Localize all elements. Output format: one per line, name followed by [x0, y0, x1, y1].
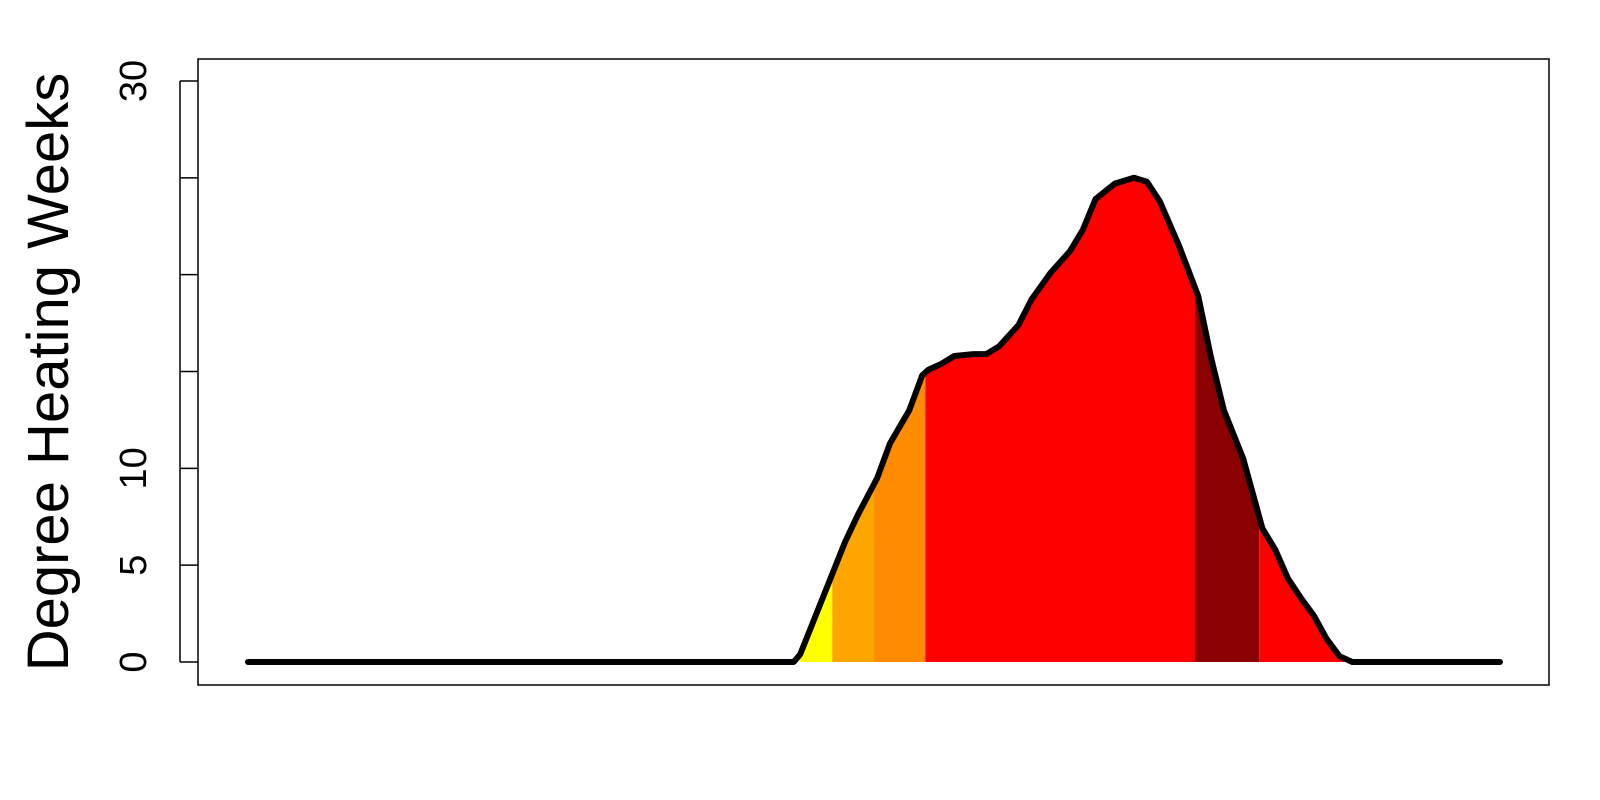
heat-band-5	[1259, 177, 1353, 662]
heat-bands	[800, 177, 1456, 662]
heat-band-8	[1416, 177, 1456, 662]
y-tick-label-10: 10	[113, 447, 155, 489]
heat-band-1	[832, 177, 874, 662]
heat-band-2	[874, 177, 926, 662]
heat-band-6	[1352, 177, 1385, 662]
y-axis-ticks	[180, 80, 198, 663]
y-axis-title: Degree Heating Weeks	[16, 73, 81, 672]
y-axis-tick-labels: 0 5 10 30	[113, 60, 155, 673]
series-line	[245, 174, 1503, 665]
y-tick-label-0: 0	[113, 651, 155, 672]
y-tick-label-30: 30	[113, 60, 155, 102]
heat-band-7	[1384, 177, 1417, 662]
heat-band-3	[925, 177, 1196, 662]
heat-band-0	[800, 177, 833, 662]
y-tick-label-5: 5	[113, 555, 155, 576]
heat-band-4	[1195, 177, 1260, 662]
